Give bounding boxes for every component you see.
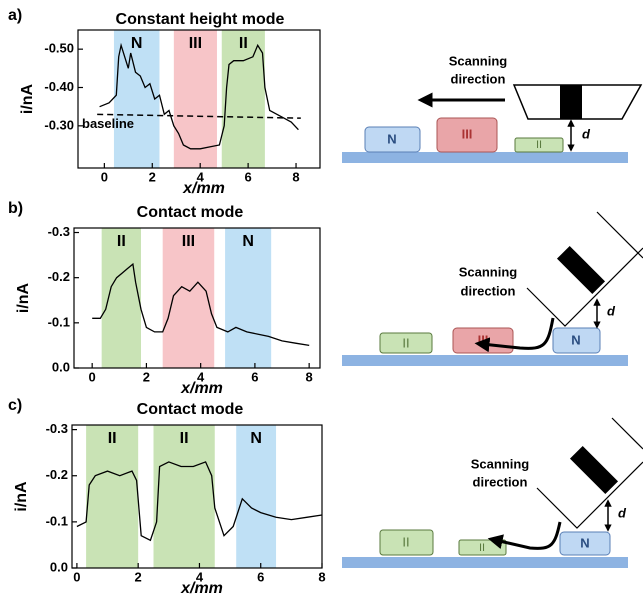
y-tick-label: -0.3 xyxy=(46,421,68,436)
x-tick-label: 0 xyxy=(101,169,108,184)
y-tick-label: -0.1 xyxy=(46,513,68,528)
region-label: III xyxy=(182,233,195,250)
direction-label: direction xyxy=(451,71,506,86)
chart-title: Contact mode xyxy=(137,204,244,221)
direction-label: direction xyxy=(473,474,528,489)
y-axis-label: i/nA xyxy=(19,83,36,114)
probe xyxy=(612,418,643,449)
diagram-c: II II N Scanning direction d xyxy=(342,418,643,568)
block-label: N xyxy=(580,535,589,550)
panel-label: c) xyxy=(8,397,22,414)
x-tick-label: 8 xyxy=(292,169,299,184)
x-tick-label: 0 xyxy=(73,569,80,584)
y-tick-label: -0.3 xyxy=(48,224,70,239)
region-label: II xyxy=(117,233,126,250)
y-tick-label: -0.2 xyxy=(46,467,68,482)
x-tick-label: 2 xyxy=(135,569,142,584)
direction-label: direction xyxy=(461,283,516,298)
chart-title: Constant height mode xyxy=(116,11,285,28)
region-label: II xyxy=(239,35,248,52)
x-tick-label: 0 xyxy=(89,369,96,384)
y-tick-label: -0.40 xyxy=(44,79,74,94)
x-axis-label: x/mm xyxy=(180,380,223,397)
probe xyxy=(527,248,643,326)
x-tick-label: 6 xyxy=(257,569,264,584)
gap-label: d xyxy=(618,505,627,520)
block-label: III xyxy=(462,126,473,141)
panel-label: a) xyxy=(8,7,22,24)
x-axis-label: x/mm xyxy=(182,180,225,197)
region-label: II xyxy=(108,430,117,447)
block-label: II xyxy=(536,139,542,151)
diagram-b: II III N Scanning direction d xyxy=(342,212,643,366)
x-tick-label: 6 xyxy=(245,169,252,184)
electrode xyxy=(560,85,582,119)
y-tick-label: -0.30 xyxy=(44,117,74,132)
surface xyxy=(342,355,628,366)
electrode xyxy=(570,446,618,494)
surface xyxy=(342,152,628,163)
y-tick-label: 0.0 xyxy=(52,359,70,374)
y-axis-label: i/nA xyxy=(13,481,30,512)
x-tick-label: 8 xyxy=(318,569,325,584)
x-tick-label: 2 xyxy=(149,169,156,184)
region-label: III xyxy=(189,35,202,52)
x-tick-label: 8 xyxy=(306,369,313,384)
y-tick-label: -0.50 xyxy=(44,41,74,56)
x-tick-label: 6 xyxy=(251,369,258,384)
x-tick-label: 2 xyxy=(143,369,150,384)
block-label: II xyxy=(479,542,485,554)
direction-label: Scanning xyxy=(459,264,518,279)
block-label: N xyxy=(387,131,396,146)
x-axis-label: x/mm xyxy=(180,580,223,597)
region-label: N xyxy=(131,35,143,52)
direction-label: Scanning xyxy=(449,53,508,68)
figure: N III II Scanning direction d II III N S… xyxy=(0,0,643,598)
block-label: II xyxy=(402,335,409,350)
gap-label: d xyxy=(607,303,616,318)
baseline-label: baseline xyxy=(82,116,134,131)
region-label: N xyxy=(242,233,254,250)
block-label: II xyxy=(402,534,409,549)
y-tick-label: -0.2 xyxy=(48,269,70,284)
y-axis-label: i/nA xyxy=(15,282,32,313)
region-label: N xyxy=(250,430,262,447)
chart-title: Contact mode xyxy=(137,401,244,418)
diagram-a: N III II Scanning direction d xyxy=(342,53,641,163)
panel-label: b) xyxy=(8,200,23,217)
block-label: N xyxy=(571,332,580,347)
probe xyxy=(597,212,643,258)
direction-label: Scanning xyxy=(471,456,530,471)
gap-label: d xyxy=(582,126,591,141)
electrode xyxy=(557,246,605,294)
y-tick-label: 0.0 xyxy=(50,559,68,574)
region-label: II xyxy=(180,430,189,447)
surface xyxy=(342,557,628,568)
y-tick-label: -0.1 xyxy=(48,314,70,329)
